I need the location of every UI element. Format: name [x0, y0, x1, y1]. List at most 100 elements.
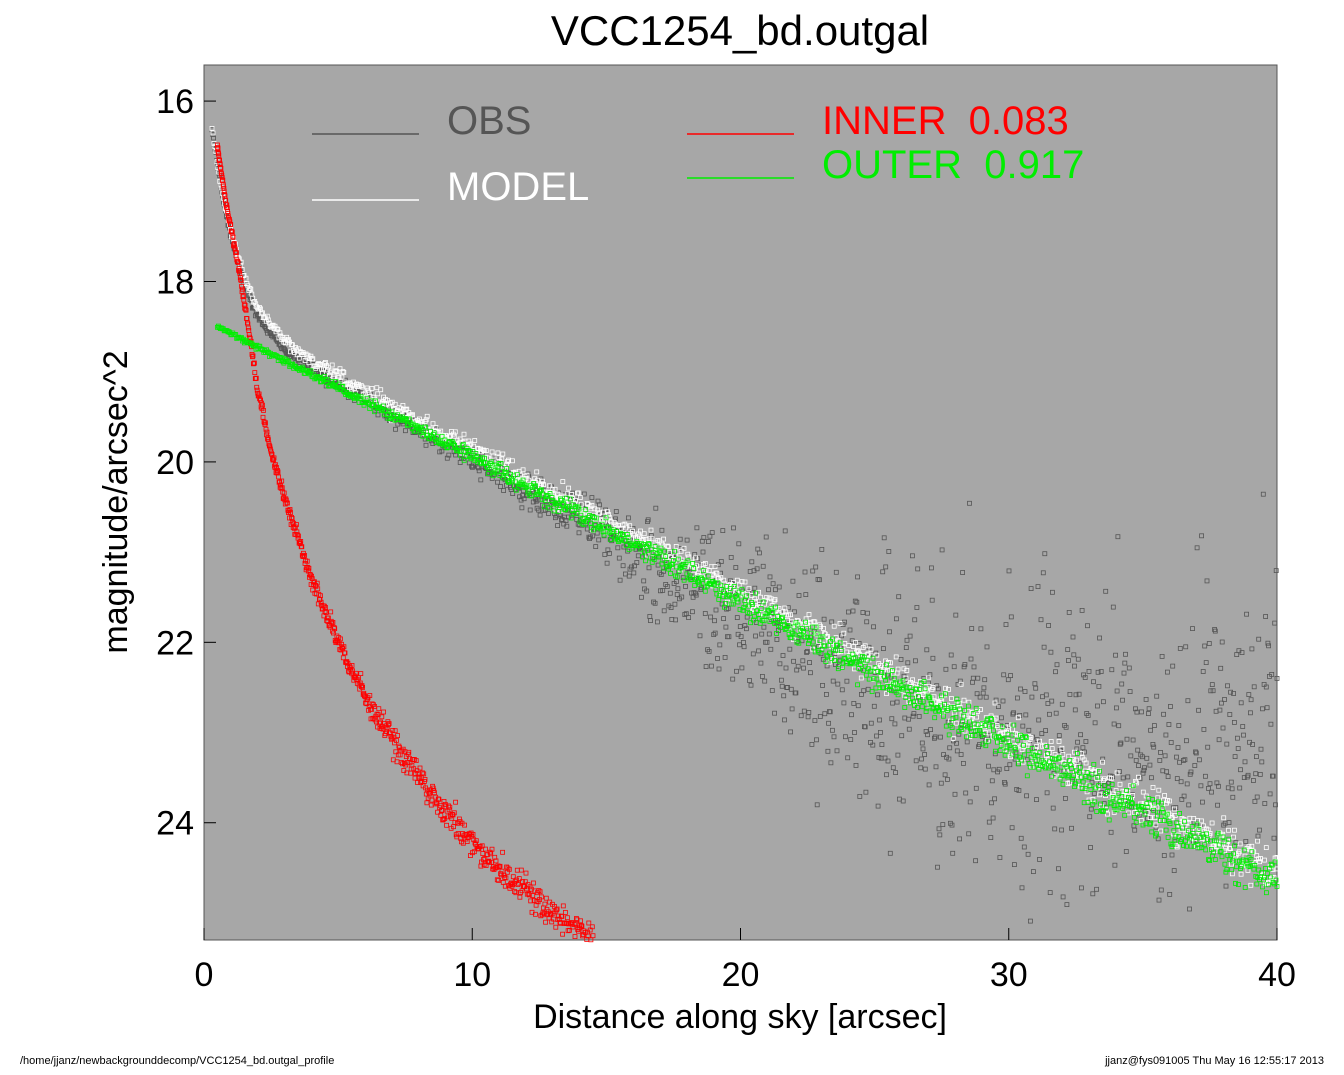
data-point [381, 709, 387, 715]
data-point [403, 417, 409, 422]
data-point [384, 725, 390, 731]
data-point [1029, 694, 1035, 700]
data-point [289, 515, 295, 520]
data-point [788, 729, 793, 735]
data-point [1257, 827, 1262, 833]
data-point [731, 525, 736, 531]
data-point [764, 613, 770, 619]
data-point [546, 483, 552, 489]
data-point [1164, 769, 1169, 775]
data-point [1096, 783, 1101, 788]
data-point [1032, 753, 1038, 758]
series-inner [214, 142, 596, 943]
legend-entry: OBS [312, 99, 531, 143]
data-point [574, 917, 580, 923]
data-point [1266, 643, 1271, 649]
data-point [875, 803, 881, 809]
data-point [596, 511, 602, 517]
data-point [993, 715, 999, 721]
data-point [915, 566, 921, 572]
data-point [700, 568, 706, 574]
data-point [1085, 623, 1090, 629]
data-point [237, 270, 243, 276]
data-point [1146, 706, 1152, 712]
data-point [749, 559, 755, 565]
data-point [519, 505, 525, 511]
data-point [353, 670, 359, 676]
data-point [841, 630, 847, 636]
data-point [1007, 762, 1013, 768]
data-point [1254, 794, 1260, 800]
data-point [1003, 724, 1009, 730]
data-point [1217, 707, 1223, 713]
data-point [1253, 771, 1259, 777]
data-point [989, 717, 994, 722]
data-point [471, 837, 477, 843]
data-point [1091, 791, 1097, 796]
data-point [230, 234, 236, 240]
data-point [964, 734, 969, 740]
data-point [1163, 827, 1169, 833]
data-point [406, 749, 412, 755]
data-point [240, 286, 245, 292]
data-point [753, 633, 758, 639]
data-point [527, 884, 533, 890]
data-point [527, 507, 533, 513]
data-point [321, 603, 327, 609]
data-point [1091, 762, 1097, 767]
data-point [456, 816, 462, 822]
data-point [1232, 720, 1237, 725]
data-point [702, 588, 708, 594]
data-point [1086, 775, 1092, 780]
data-point [499, 456, 505, 462]
data-point [833, 648, 838, 653]
data-point [1094, 809, 1100, 814]
data-point [886, 549, 892, 554]
data-point [230, 233, 236, 239]
data-point [1078, 774, 1084, 780]
data-point [463, 454, 469, 460]
data-point [1149, 775, 1154, 781]
data-point [563, 910, 568, 915]
data-point [1188, 769, 1194, 775]
data-point [510, 874, 516, 880]
data-point [247, 285, 253, 291]
data-point [977, 728, 983, 733]
data-point [1142, 765, 1147, 771]
data-point [580, 933, 585, 939]
data-point [773, 587, 778, 593]
data-point [403, 407, 409, 413]
data-point [641, 578, 647, 584]
data-point [839, 687, 845, 693]
data-point [502, 883, 508, 889]
data-point [706, 539, 711, 544]
data-point [1257, 772, 1263, 777]
data-point [460, 441, 466, 447]
data-point [1226, 827, 1231, 833]
data-point [1237, 785, 1243, 791]
data-point [960, 718, 966, 724]
data-point [1209, 789, 1214, 795]
data-point [870, 655, 876, 661]
data-point [515, 882, 521, 887]
data-point [892, 680, 898, 686]
data-point [1101, 699, 1106, 705]
data-point [1231, 691, 1236, 696]
data-point [1223, 883, 1229, 889]
data-point [606, 515, 612, 520]
data-point [1156, 799, 1161, 805]
data-point [757, 550, 762, 556]
data-point [1116, 791, 1122, 797]
data-point [1228, 779, 1234, 785]
data-point [744, 593, 750, 599]
data-point [565, 928, 571, 934]
legend-entry: INNER 0.083 [687, 99, 1069, 143]
y-tick-label: 16 [156, 83, 194, 121]
data-point [238, 277, 244, 283]
data-point [451, 810, 457, 816]
data-point [438, 812, 444, 818]
data-point [990, 815, 996, 821]
data-point [243, 275, 249, 281]
data-point [1153, 822, 1159, 828]
data-point [1222, 848, 1228, 854]
